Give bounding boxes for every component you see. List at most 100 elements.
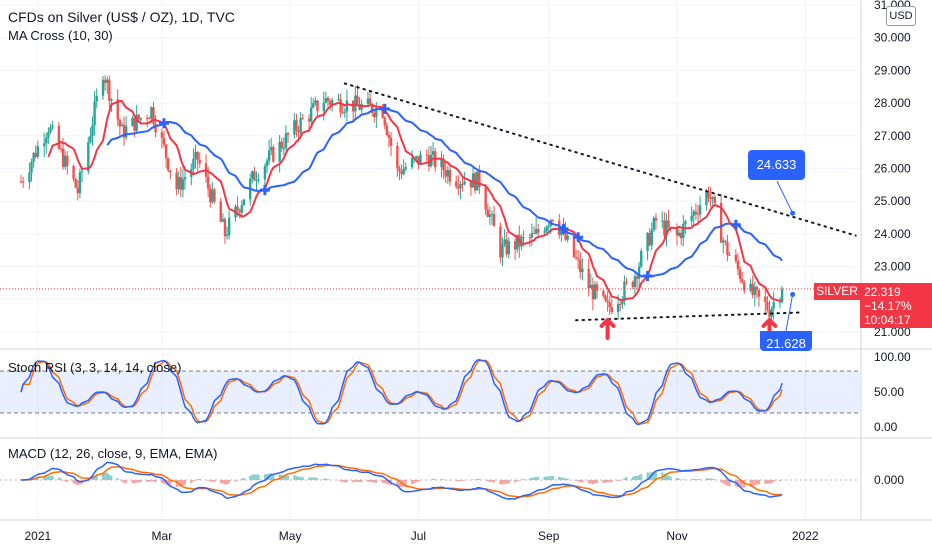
macd-hist-bar [242,477,245,480]
currency-button[interactable]: USD [886,6,916,26]
macd-hist-bar [661,472,664,480]
candle-body [209,188,212,203]
macd-hist-bar [369,480,372,482]
macd-hist-bar [51,475,54,480]
macd-hist-bar [64,480,67,482]
macd-hist-bar [663,473,666,480]
candle-body [469,181,473,188]
candle-body [551,219,555,221]
candle-body [175,172,178,190]
macd-hist-bar [312,477,315,480]
stoch-axis[interactable]: 100.00 50.00 0.00 [874,350,911,434]
macd-hist-bar [720,480,723,483]
time-axis[interactable]: 2021 Mar May Jul Sep Nov 2022 [24,529,818,543]
macd-hist-bar [299,476,302,480]
macd-hist-bar [192,480,195,482]
candle-body [103,79,107,83]
candle-body [206,176,210,189]
candle-body [295,120,298,131]
macd-hist-bar [343,480,346,483]
last-price-value: 22.319 [864,285,901,299]
macd-hist-bar [106,472,109,480]
macd-legend[interactable]: MACD (12, 26, close, 9, EMA, EMA) [8,446,218,461]
candle-body [692,211,696,216]
macd-hist-bar [255,474,258,480]
candle-body [396,145,399,169]
candle-body [80,171,84,173]
candle-body [110,99,113,101]
resistance-price-callout[interactable]: 24.633 [748,150,805,180]
candle-body [753,286,756,296]
macd-hist-bar [257,474,260,480]
candle-body [564,228,567,240]
stoch-rsi-legend[interactable]: Stoch RSI (3, 3, 14, 14, close) [8,360,182,375]
macd-hist-bar [226,480,229,485]
macd-hist-bar [179,480,182,487]
candle-body [722,240,725,243]
macd-hist-bar [316,478,319,480]
macd-hist-bar [167,480,170,486]
candle-body [709,197,712,199]
stoch-d-line [20,359,783,425]
macd-hist-bar [476,478,479,480]
candle-body [194,152,197,159]
candle-body [63,155,67,167]
candle-body [757,290,761,297]
candle-body [385,125,389,135]
macd-hist-bar [339,480,342,482]
candle-body [356,95,359,105]
macd-hist-bar [724,480,727,485]
candle-body [501,244,504,258]
macd-hist-bar [228,480,231,484]
macd-hist-bar [770,480,773,484]
macd-hist-bar [741,480,744,488]
macd-hist-bar [625,477,628,480]
price-tick-label: 23.000 [874,260,911,274]
candle-body [631,281,635,288]
macd-hist-bar [385,480,388,485]
candle-body [87,141,90,172]
macd-hist-bar [448,480,451,481]
macd-hist-bar [87,480,90,482]
candle-body [665,220,668,236]
macd-hist-bar [617,480,620,482]
candle-body [743,282,746,291]
candle-body [196,152,199,160]
time-tick-label: Jul [411,529,426,543]
reversal-arrows [599,318,778,340]
macd-hist-bar [234,480,237,482]
price-tick-label: 28.000 [874,96,911,110]
ma-cross-legend[interactable]: MA Cross (10, 30) [8,28,113,43]
macd-hist-bar [707,478,710,480]
candle-body [560,231,563,235]
candle-body [503,239,506,245]
candle-body [621,299,624,305]
candle-body [240,205,243,213]
support-price-callout[interactable]: 21.628 [760,331,812,351]
support-trendline[interactable] [575,311,805,322]
candle-body [192,158,195,170]
candle-body [45,137,48,144]
macd-axis[interactable]: 0.000 [874,473,904,487]
macd-hist-bar [757,480,760,485]
up-arrow [599,318,616,340]
candle-body [619,304,622,306]
resistance-trendline[interactable] [343,82,857,237]
chart-title[interactable]: CFDs on Silver (US$ / OZ), 1D, TVC [8,9,235,25]
candle-body [581,268,584,273]
macd-hist-bar [545,476,548,480]
candle-body [623,281,626,300]
candle-body [238,210,241,213]
macd-hist-bar [606,480,609,483]
macd-hist-bar [150,480,153,482]
candle-body [616,304,620,313]
candle-body [522,236,525,238]
candle-body [152,107,155,124]
macd-hist-bar [310,477,313,480]
macd-hist-bar [709,478,712,480]
macd-hist-bar [293,475,296,480]
macd-hist-bar [213,480,216,483]
candle-body [736,260,740,270]
macd-hist-bar [413,480,416,484]
